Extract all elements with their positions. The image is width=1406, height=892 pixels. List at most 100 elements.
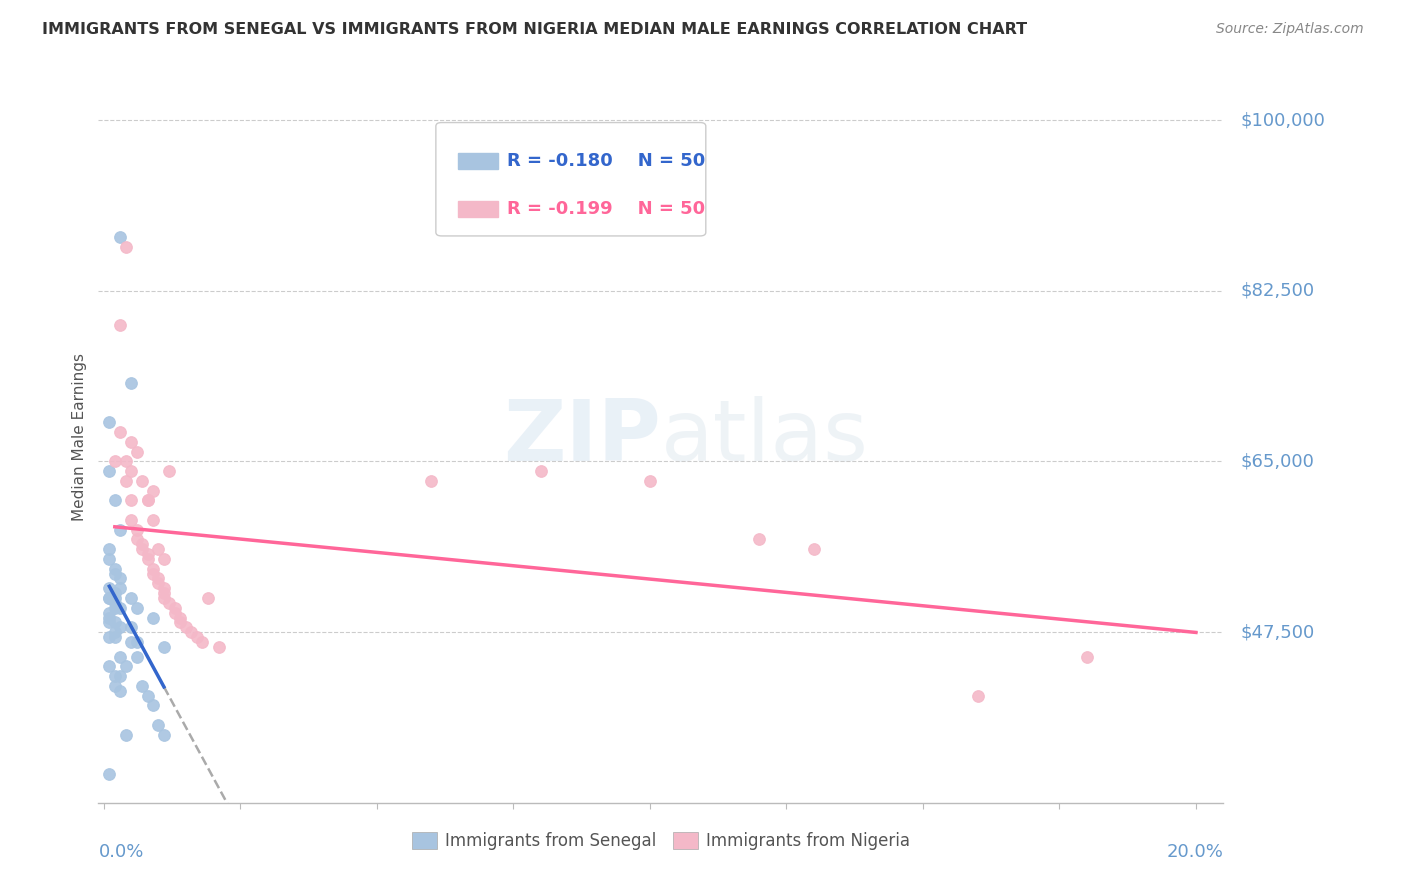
Point xyxy=(420,474,443,488)
Point xyxy=(104,596,127,610)
Point xyxy=(98,606,121,620)
Text: 0.0%: 0.0% xyxy=(98,843,143,861)
Point xyxy=(98,542,121,557)
Text: ZIP: ZIP xyxy=(503,395,661,479)
Point xyxy=(98,591,121,605)
Point xyxy=(110,523,132,537)
Point xyxy=(153,640,176,654)
Point xyxy=(153,581,176,595)
Point xyxy=(125,523,148,537)
Point xyxy=(104,493,127,508)
Point xyxy=(197,591,219,605)
Point xyxy=(110,620,132,634)
Point xyxy=(98,416,121,430)
Text: $65,000: $65,000 xyxy=(1240,452,1315,470)
Point xyxy=(530,464,553,478)
Point xyxy=(142,483,165,498)
Point xyxy=(98,464,121,478)
Point xyxy=(120,464,142,478)
Text: 20.0%: 20.0% xyxy=(1167,843,1223,861)
Point xyxy=(120,591,142,605)
Point xyxy=(120,620,142,634)
Point xyxy=(148,542,170,557)
Point xyxy=(142,698,165,713)
Legend: Immigrants from Senegal, Immigrants from Nigeria: Immigrants from Senegal, Immigrants from… xyxy=(405,825,917,856)
Point xyxy=(110,669,132,683)
Point xyxy=(803,542,825,557)
Point xyxy=(120,434,142,449)
Point xyxy=(186,630,208,644)
Point xyxy=(153,586,176,600)
Point xyxy=(104,669,127,683)
Point xyxy=(98,591,121,605)
Point xyxy=(1076,649,1098,664)
Point xyxy=(110,649,132,664)
Point xyxy=(131,537,153,551)
Point xyxy=(148,718,170,732)
Point xyxy=(114,240,136,254)
Point xyxy=(104,625,127,640)
Point xyxy=(104,679,127,693)
Point xyxy=(191,635,214,649)
Point xyxy=(163,600,186,615)
Point xyxy=(120,376,142,391)
Point xyxy=(131,679,153,693)
Point xyxy=(638,474,661,488)
Point xyxy=(104,566,127,581)
Point xyxy=(110,425,132,440)
Point xyxy=(125,533,148,547)
Point xyxy=(153,552,176,566)
Point xyxy=(125,635,148,649)
Point xyxy=(120,493,142,508)
Point xyxy=(136,493,159,508)
FancyBboxPatch shape xyxy=(436,122,706,235)
Text: Source: ZipAtlas.com: Source: ZipAtlas.com xyxy=(1216,22,1364,37)
Point xyxy=(169,615,191,630)
Point xyxy=(169,610,191,624)
Point xyxy=(114,454,136,468)
Point xyxy=(98,615,121,630)
Text: $82,500: $82,500 xyxy=(1240,282,1315,300)
Point xyxy=(131,542,153,557)
Point xyxy=(104,562,127,576)
FancyBboxPatch shape xyxy=(458,153,498,169)
Point xyxy=(114,474,136,488)
Point xyxy=(136,552,159,566)
Point xyxy=(110,230,132,244)
Point xyxy=(110,581,132,595)
Point xyxy=(180,625,202,640)
Point xyxy=(104,591,127,605)
Point xyxy=(110,318,132,332)
Point xyxy=(157,596,180,610)
Point xyxy=(120,513,142,527)
FancyBboxPatch shape xyxy=(458,201,498,217)
Point xyxy=(98,659,121,673)
Point xyxy=(104,454,127,468)
Point xyxy=(136,547,159,561)
Point xyxy=(98,766,121,780)
Text: $100,000: $100,000 xyxy=(1240,112,1324,129)
Point xyxy=(104,615,127,630)
Point xyxy=(104,586,127,600)
Point xyxy=(163,606,186,620)
Point xyxy=(104,630,127,644)
Point xyxy=(136,493,159,508)
Point xyxy=(207,640,229,654)
Point xyxy=(966,689,988,703)
Point xyxy=(148,576,170,591)
Text: atlas: atlas xyxy=(661,395,869,479)
Point xyxy=(142,513,165,527)
Point xyxy=(110,572,132,586)
Point xyxy=(142,566,165,581)
Text: IMMIGRANTS FROM SENEGAL VS IMMIGRANTS FROM NIGERIA MEDIAN MALE EARNINGS CORRELAT: IMMIGRANTS FROM SENEGAL VS IMMIGRANTS FR… xyxy=(42,22,1028,37)
Point xyxy=(125,600,148,615)
Point xyxy=(748,533,770,547)
Point xyxy=(114,727,136,741)
Point xyxy=(125,444,148,458)
Point xyxy=(125,649,148,664)
Point xyxy=(110,683,132,698)
Point xyxy=(110,600,132,615)
Text: R = -0.199    N = 50: R = -0.199 N = 50 xyxy=(508,200,704,218)
Point xyxy=(98,581,121,595)
Point xyxy=(98,552,121,566)
